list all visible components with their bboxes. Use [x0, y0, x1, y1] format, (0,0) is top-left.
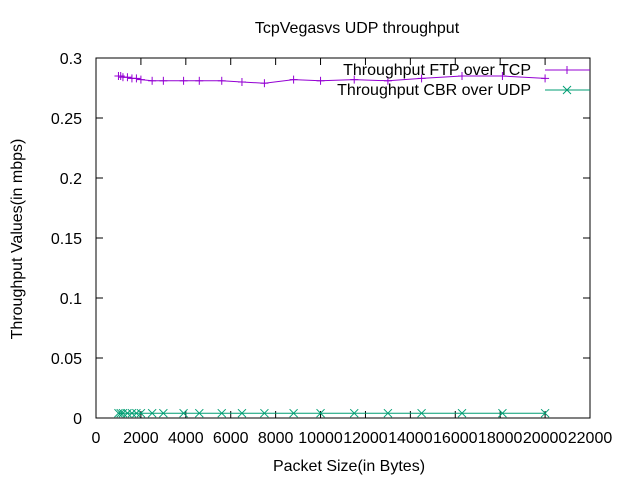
data-point-2	[217, 408, 227, 418]
plot-axes: 0 2000 4000 6000 8000 10000 12000 14000 16000 180…	[51, 51, 612, 447]
y-axis-label: Throughput Values(in mbps)	[9, 139, 26, 340]
data-point-2	[316, 408, 325, 418]
series-layer	[114, 72, 550, 418]
chart-title: TcpVegasvs UDP throughput	[255, 20, 460, 37]
data-point-2	[194, 408, 204, 418]
data-point-2	[498, 408, 507, 418]
data-point-1	[136, 75, 145, 84]
x-axis-label: Packet Size(in Bytes)	[273, 458, 425, 475]
data-point-1	[498, 72, 507, 80]
data-point-1	[132, 74, 141, 83]
y-tick-label: 0.15	[51, 231, 82, 248]
data-point-2	[127, 408, 137, 418]
data-point-1	[260, 79, 269, 88]
data-point-1	[316, 76, 325, 85]
data-point-2	[114, 408, 123, 418]
x-tick-label: 2000	[123, 430, 159, 447]
x-tick-label: 8000	[258, 430, 294, 447]
data-point-2	[417, 408, 426, 418]
legend-label-1: Throughput FTP over TCP	[343, 62, 531, 79]
data-point-2	[179, 408, 188, 418]
x-tick-label: 16000	[433, 430, 478, 447]
data-point-1	[289, 75, 298, 84]
x-tick-label: 6000	[213, 430, 249, 447]
data-point-1	[148, 76, 157, 85]
data-point-2	[118, 408, 128, 418]
data-point-2	[159, 408, 168, 418]
data-point-1	[123, 73, 132, 82]
data-point-2	[136, 408, 146, 418]
legend-label-2: Throughput CBR over UDP	[337, 82, 531, 99]
data-point-1	[417, 74, 426, 83]
y-tick-label: 0.05	[51, 351, 82, 368]
x-tick-label: 10000	[298, 430, 343, 447]
plot-frame	[95, 57, 591, 419]
data-point-2	[260, 408, 269, 418]
data-point-2	[116, 408, 126, 418]
data-point-2	[289, 408, 298, 418]
y-tick-label: 0	[73, 411, 82, 428]
data-point-1	[350, 75, 359, 84]
data-point-1	[541, 74, 550, 83]
legend: Throughput FTP over TCP Throughput CBR ov…	[337, 62, 590, 99]
data-point-1	[159, 76, 168, 85]
legend-marker-1	[563, 66, 571, 74]
data-point-1	[116, 72, 125, 80]
data-point-2	[147, 408, 157, 418]
data-point-1	[237, 78, 246, 86]
data-point-1	[195, 76, 204, 85]
data-point-2	[123, 408, 132, 418]
y-tick-label: 0.2	[60, 171, 82, 188]
x-tick-label: 20000	[523, 430, 568, 447]
data-point-2	[349, 408, 359, 418]
data-point-2	[383, 408, 393, 418]
data-point-2	[540, 408, 550, 418]
x-tick-label: 22000	[568, 430, 613, 447]
data-point-1	[179, 76, 188, 85]
legend-marker-2	[562, 85, 572, 95]
y-tick-label: 0.25	[51, 111, 82, 128]
x-tick-label: 14000	[388, 430, 433, 447]
x-tick-label: 18000	[478, 430, 523, 447]
data-point-1	[383, 76, 392, 85]
data-point-2	[237, 408, 247, 418]
series-line-1	[118, 75, 546, 84]
data-point-1	[458, 72, 467, 80]
data-point-1	[217, 76, 226, 85]
x-tick-label: 12000	[343, 430, 388, 447]
y-tick-label: 0.1	[60, 291, 82, 308]
x-tick-label: 4000	[168, 430, 204, 447]
data-point-2	[457, 408, 467, 418]
x-tick-label: 0	[92, 430, 101, 447]
y-tick-label: 0.3	[60, 51, 82, 68]
data-point-2	[132, 408, 141, 418]
